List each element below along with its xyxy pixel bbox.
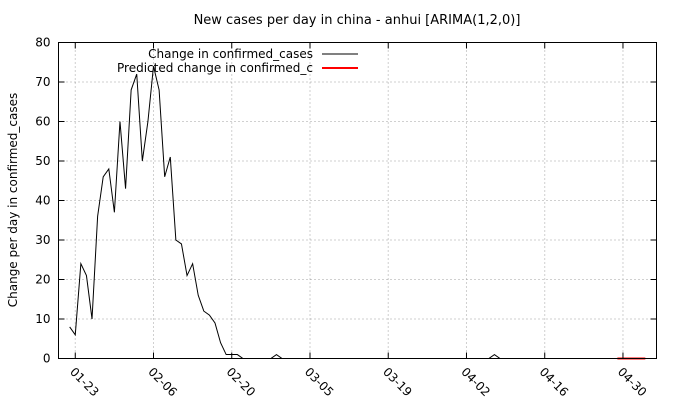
y-tick-label: 40 (35, 194, 50, 208)
legend-label-2: Predicted change in confirmed_c (117, 61, 313, 75)
y-tick-label: 10 (35, 312, 50, 326)
y-tick-label: 80 (35, 36, 50, 50)
y-tick-label: 60 (35, 115, 50, 129)
x-tick-label: 01-23 (67, 365, 102, 400)
x-tick-label: 04-30 (615, 365, 650, 400)
series-line-1 (69, 66, 646, 359)
x-tick-label: 03-05 (302, 365, 337, 400)
y-tick-label: 0 (43, 352, 51, 366)
y-tick-label: 30 (35, 233, 50, 247)
x-tick-label: 02-20 (224, 365, 259, 400)
chart-title: New cases per day in china - anhui [ARIM… (194, 13, 521, 28)
y-axis-label: Change per day in confirmed_cases (6, 93, 20, 308)
x-tick-label: 02-06 (145, 365, 180, 400)
legend-label-1: Change in confirmed_cases (148, 47, 313, 61)
plot-area (69, 66, 646, 360)
axis-layer: 0 10 20 30 40 50 60 70 80 01-23 02-06 02-20 03-05 03-… (35, 36, 657, 400)
x-tick-label: 04-02 (458, 365, 493, 400)
y-tick-label: 50 (35, 154, 50, 168)
x-tick-label: 04-16 (537, 365, 572, 400)
grid-layer (58, 42, 657, 359)
y-tick-label: 70 (35, 75, 50, 89)
y-tick-label: 20 (35, 273, 50, 287)
x-tick-label: 03-19 (380, 365, 415, 400)
